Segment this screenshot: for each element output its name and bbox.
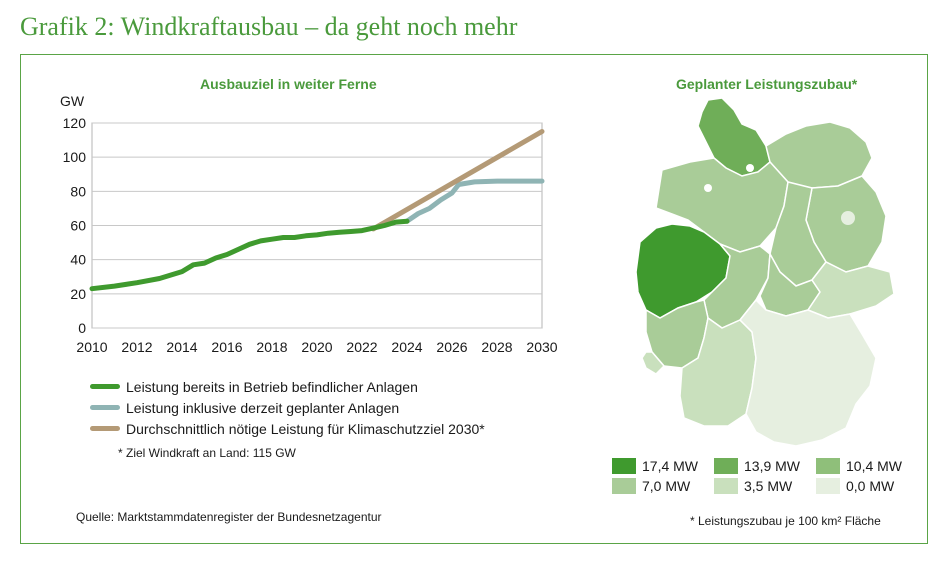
page-title: Grafik 2: Windkraftausbau – da geht noch…: [20, 12, 518, 41]
map-legend-label: 10,4 MW: [846, 458, 903, 474]
series-line-required: [370, 129, 545, 232]
map-title: Geplanter Leistungszubau*: [676, 76, 858, 92]
y-tick-label: 60: [70, 218, 86, 234]
x-tick-label: 2030: [526, 339, 557, 355]
state-bremen: [704, 184, 712, 192]
legend-label-in-operation: Leistung bereits in Betrieb befindlicher…: [126, 378, 418, 395]
map-legend-swatch: [816, 458, 840, 474]
x-tick-label: 2014: [166, 339, 197, 355]
map-legend-label: 13,9 MW: [744, 458, 801, 474]
x-tick-label: 2026: [436, 339, 467, 355]
y-tick-label: 0: [78, 320, 86, 336]
map-legend: 17,4 MW 13,9 MW 10,4 MW 7,0 MW 3,5 MW 0,…: [612, 458, 918, 494]
map-legend-swatch: [612, 478, 636, 494]
x-tick-label: 2028: [481, 339, 512, 355]
map-legend-label: 7,0 MW: [642, 478, 691, 494]
map-legend-label: 17,4 MW: [642, 458, 699, 474]
figure-frame: [20, 54, 928, 544]
y-axis-label: GW: [60, 93, 85, 109]
line-chart: GW 0 20 40 60 80 100 120 2010 2012 2014 2016 2018 20…: [60, 93, 558, 355]
legend-item-planned: Leistung inklusive derzeit geplanter Anl…: [90, 397, 485, 418]
map-legend-swatch: [714, 478, 738, 494]
germany-map: [635, 97, 895, 447]
y-tick-label: 100: [63, 149, 87, 165]
map-legend-item: 10,4 MW: [816, 458, 918, 474]
state-sachsen: [806, 261, 895, 319]
series-line-planned: [404, 178, 545, 224]
map-footnote: * Leistungszubau je 100 km² Fläche: [690, 514, 881, 528]
legend-swatch-in-operation: [90, 384, 120, 389]
x-tick-label: 2024: [391, 339, 422, 355]
source-note: Quelle: Marktstammdatenregister der Bund…: [76, 510, 382, 524]
map-legend-item: 0,0 MW: [816, 478, 918, 494]
map-legend-swatch: [612, 458, 636, 474]
x-tick-label: 2018: [256, 339, 287, 355]
legend-swatch-required: [90, 426, 120, 431]
x-tick-label: 2016: [211, 339, 242, 355]
series-layer: [89, 129, 545, 292]
y-tick-label: 20: [70, 286, 86, 302]
map-legend-item: 17,4 MW: [612, 458, 714, 474]
state-berlin: [841, 211, 855, 225]
map-legend-swatch: [816, 478, 840, 494]
legend-label-required: Durchschnittlich nötige Leistung für Kli…: [126, 420, 485, 437]
state-hamburg: [746, 164, 754, 172]
state-saarland: [641, 351, 666, 375]
series-line-in-operation: [89, 218, 410, 292]
tick-layer: 0 20 40 60 80 100 120 2010 2012 2014 2016 2018 2020 2…: [63, 115, 558, 355]
map-legend-item: 7,0 MW: [612, 478, 714, 494]
map-legend-label: 0,0 MW: [846, 478, 895, 494]
map-legend-swatch: [714, 458, 738, 474]
x-tick-label: 2010: [76, 339, 107, 355]
chart-title: Ausbauziel in weiter Ferne: [200, 76, 377, 92]
legend-label-planned: Leistung inklusive derzeit geplanter Anl…: [126, 399, 400, 416]
chart-footnote: * Ziel Windkraft an Land: 115 GW: [118, 446, 296, 460]
map-legend-label: 3,5 MW: [744, 478, 793, 494]
state-bayern: [738, 298, 877, 447]
y-tick-label: 40: [70, 252, 86, 268]
legend-item-required: Durchschnittlich nötige Leistung für Kli…: [90, 418, 485, 439]
x-tick-label: 2020: [301, 339, 332, 355]
x-tick-label: 2022: [346, 339, 377, 355]
chart-legend: Leistung bereits in Betrieb befindlicher…: [90, 376, 485, 439]
map-legend-item: 13,9 MW: [714, 458, 816, 474]
map-legend-item: 3,5 MW: [714, 478, 816, 494]
legend-swatch-planned: [90, 405, 120, 410]
legend-item-in-operation: Leistung bereits in Betrieb befindlicher…: [90, 376, 485, 397]
x-tick-label: 2012: [121, 339, 152, 355]
grid-layer: [91, 122, 543, 329]
y-tick-label: 80: [70, 183, 86, 199]
y-tick-label: 120: [63, 115, 87, 131]
